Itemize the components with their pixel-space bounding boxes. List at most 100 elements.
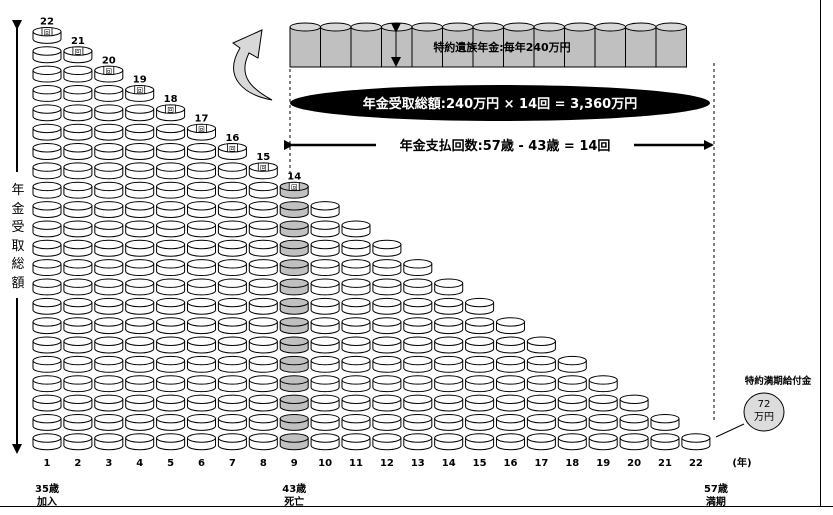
coin-stack-7: 回 bbox=[217, 143, 247, 451]
milestone-event-9: 死亡 bbox=[284, 495, 304, 508]
coin-top bbox=[434, 433, 464, 443]
x-tick-4: 4 bbox=[136, 458, 143, 469]
coin-top bbox=[279, 413, 309, 424]
bar-coin bbox=[217, 201, 247, 218]
coin-top bbox=[63, 65, 93, 76]
bar-coin bbox=[248, 394, 278, 412]
bar-coin bbox=[341, 220, 371, 238]
coin-top bbox=[156, 336, 186, 346]
annual-block-segment-top bbox=[472, 22, 504, 32]
coin-top bbox=[310, 413, 340, 424]
coin-top bbox=[310, 375, 340, 385]
bar-coin bbox=[94, 201, 124, 218]
coin-top bbox=[310, 297, 340, 308]
bar-coin bbox=[187, 355, 216, 373]
x-tick-10: 10 bbox=[318, 458, 332, 469]
bar-coin bbox=[63, 336, 93, 354]
coin-top bbox=[94, 201, 124, 211]
coin-top bbox=[526, 355, 556, 366]
coin-stack-13 bbox=[403, 259, 433, 451]
coin-stack-16 bbox=[496, 317, 525, 451]
coin-top bbox=[94, 162, 124, 172]
coin-top bbox=[372, 297, 402, 308]
coin-top bbox=[310, 317, 340, 327]
bar-coin bbox=[248, 201, 278, 218]
bar-coin bbox=[156, 297, 186, 315]
coin-top bbox=[156, 181, 186, 192]
coin-top bbox=[32, 201, 62, 211]
bar-coin bbox=[341, 336, 371, 354]
bar-coin bbox=[496, 336, 525, 354]
coin-top bbox=[217, 355, 247, 366]
bar-coin bbox=[341, 278, 371, 296]
coin-top bbox=[650, 433, 680, 443]
x-tick-19: 19 bbox=[596, 458, 610, 469]
bar-coin bbox=[372, 259, 402, 277]
bar-coin bbox=[187, 143, 216, 160]
coin-top bbox=[217, 239, 247, 250]
coin-top bbox=[187, 143, 216, 153]
coin-top bbox=[94, 413, 124, 424]
x-tick-17: 17 bbox=[534, 458, 548, 469]
bar-coin bbox=[187, 433, 216, 451]
coin-stack-9: 回 bbox=[279, 181, 309, 451]
bar-coin bbox=[403, 394, 433, 412]
bar-coin bbox=[279, 278, 309, 296]
coin-top bbox=[465, 317, 495, 327]
coin-top bbox=[372, 317, 402, 327]
bar-coin bbox=[341, 394, 371, 412]
bar-coin bbox=[465, 336, 495, 354]
coin-top bbox=[496, 317, 525, 327]
bar-coin bbox=[496, 433, 525, 451]
coin-top bbox=[496, 413, 525, 424]
bar-coin bbox=[403, 413, 433, 431]
bar-coin bbox=[650, 433, 680, 451]
bar-coin bbox=[403, 297, 433, 315]
bar-coin bbox=[434, 433, 464, 451]
coin-top bbox=[403, 355, 433, 366]
bar-coin: 回 bbox=[279, 181, 309, 199]
bar-coin bbox=[32, 297, 62, 315]
bar-coin bbox=[63, 239, 93, 257]
annual-block-segment bbox=[594, 26, 626, 68]
coin-top bbox=[372, 239, 402, 250]
bar-coin bbox=[94, 123, 124, 141]
x-tick-2: 2 bbox=[74, 458, 81, 469]
bar-coin bbox=[125, 413, 155, 431]
bar-coin bbox=[187, 317, 216, 335]
annual-block-segment-top bbox=[442, 22, 474, 32]
coin-top bbox=[32, 413, 62, 424]
bar-coin bbox=[310, 297, 340, 315]
x-tick-7: 7 bbox=[229, 458, 236, 469]
coin-stack-2: 回 bbox=[63, 46, 93, 451]
coin-top bbox=[465, 355, 495, 366]
bar-coin bbox=[187, 336, 216, 354]
bar-coin: 回 bbox=[248, 162, 278, 180]
coin-mark: 回 bbox=[106, 67, 113, 75]
coin-stack-4: 回 bbox=[125, 85, 155, 451]
bar-coin bbox=[588, 394, 618, 412]
x-tick-6: 6 bbox=[198, 458, 205, 469]
annual-block-segment-top bbox=[533, 22, 565, 32]
coin-top bbox=[94, 104, 124, 114]
bar-coin bbox=[187, 181, 216, 199]
bar-coin bbox=[650, 413, 680, 431]
bar-coin bbox=[248, 297, 278, 315]
coin-top bbox=[125, 394, 155, 404]
bar-coin bbox=[248, 181, 278, 199]
bar-coin bbox=[63, 413, 93, 431]
milestone-age-1: 35歳 bbox=[35, 482, 59, 495]
bar-coin bbox=[372, 297, 402, 315]
coin-top bbox=[310, 355, 340, 366]
coin-top bbox=[496, 433, 525, 443]
annual-block-segment bbox=[533, 26, 565, 68]
bar-coin bbox=[496, 413, 525, 431]
coin-top bbox=[32, 336, 62, 346]
coin-mark-box bbox=[288, 182, 300, 191]
bar-coin bbox=[32, 220, 62, 238]
coin-top bbox=[248, 317, 278, 327]
bar-coin bbox=[125, 355, 155, 373]
coin-top bbox=[681, 433, 711, 443]
bar-coin: 回 bbox=[94, 65, 124, 83]
bar-coin bbox=[156, 201, 186, 218]
